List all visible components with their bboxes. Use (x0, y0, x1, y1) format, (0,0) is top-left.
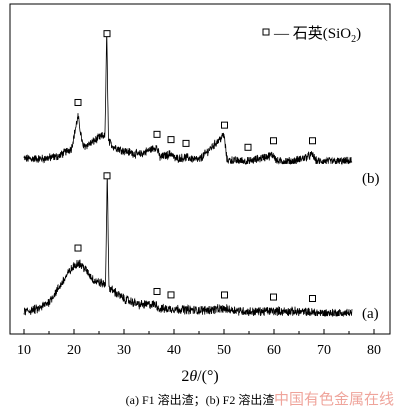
legend: — 石英(SiO2) (262, 24, 361, 45)
peak-marker-a-6 (309, 295, 316, 303)
series-line-a (23, 172, 353, 318)
legend-label-sub: 2 (351, 34, 356, 45)
peak-marker-a-1 (103, 172, 111, 180)
x-tick-label-10: 10 (17, 343, 31, 358)
peak-marker-a-5 (270, 293, 277, 301)
series-tag-layer: (b) (a) (362, 171, 380, 322)
series-line-b (23, 30, 353, 166)
x-axis: 10 20 30 40 50 60 70 80 (17, 329, 381, 358)
series-tag-b: (b) (362, 171, 380, 187)
peak-marker-b-3 (167, 136, 175, 144)
peak-marker-b-2 (153, 130, 161, 138)
peak-marker-b-6 (244, 143, 252, 151)
x-axis-title-main: 2 (181, 368, 189, 385)
x-tick-label-70: 70 (317, 343, 331, 358)
x-tick-label-40: 40 (167, 343, 181, 358)
peak-marker-b-8 (309, 137, 316, 145)
x-tick-label-20: 20 (67, 343, 81, 358)
x-tick-label-80: 80 (367, 343, 381, 358)
x-tick-label-60: 60 (267, 343, 281, 358)
peak-marker-b-1 (103, 30, 111, 38)
peak-marker-b-7 (270, 137, 277, 145)
series-layer (23, 30, 353, 318)
peak-marker-a-3 (167, 291, 175, 299)
legend-label-main: — 石英(SiO (273, 24, 351, 42)
peak-marker-b-5 (221, 121, 228, 129)
peak-marker-layer (74, 30, 316, 303)
x-axis-title-tail: /(°) (197, 368, 219, 385)
series-tag-a: (a) (362, 306, 379, 322)
peak-marker-a-2 (153, 287, 161, 295)
peak-marker-b-0 (74, 98, 82, 106)
legend-marker-square (262, 28, 270, 36)
figure-caption: (a) F1 溶出渣；(b) F2 溶出渣 (126, 392, 275, 407)
peak-marker-b-4 (182, 139, 190, 147)
x-tick-label-50: 50 (217, 343, 231, 358)
x-axis-title-italic: θ (189, 368, 197, 385)
legend-label: — 石英(SiO2) (273, 24, 361, 45)
watermark-text: 中国有色金属在线 (274, 390, 394, 408)
plot-frame (9, 3, 391, 335)
peak-marker-a-4 (221, 291, 228, 299)
peak-marker-a-0 (74, 244, 82, 252)
x-tick-label-30: 30 (117, 343, 131, 358)
x-axis-title: 2θ/(°) (181, 368, 218, 385)
legend-label-tail: ) (356, 26, 361, 42)
